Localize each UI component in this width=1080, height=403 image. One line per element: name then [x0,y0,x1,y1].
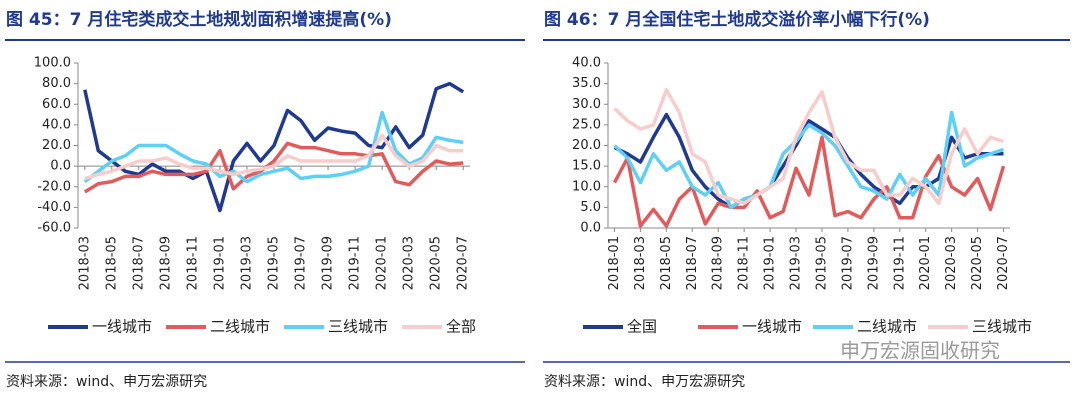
x-tick-label: 2018-05 [659,236,674,290]
y-tick-label: 0.0 [50,159,71,174]
x-tick-label: 2019-05 [814,236,829,290]
x-tick-label: 2018-03 [633,236,648,290]
legend-label: 一线城市 [92,318,152,336]
y-tick-label: 0.0 [580,221,601,236]
x-tick-label: 2019-07 [294,236,309,290]
x-tick-label: 2020-03 [402,236,417,290]
x-tick-label: 2019-01 [212,236,227,290]
y-tick-label: 25.0 [572,117,601,132]
x-tick-label: 2020-01 [375,236,390,290]
y-tick-label: 80.0 [42,76,71,91]
x-tick-label: 2020-07 [996,236,1011,290]
y-tick-label: 20.0 [572,138,601,153]
y-tick-label: 60.0 [42,97,71,112]
x-tick-label: 2019-11 [348,236,363,290]
x-tick-label: 2019-03 [789,236,804,290]
y-tick-label: 30.0 [572,97,601,112]
x-tick-label: 2020-01 [918,236,933,290]
series-line [612,135,1006,228]
x-tick-label: 2020-05 [970,236,985,290]
chart-title: 图 45：7 月住宅类成交土地规划面积增速提高(%) [6,9,392,30]
x-tick-label: 2018-11 [737,236,752,290]
legend-label: 三线城市 [972,318,1032,336]
y-tick-label: 35.0 [572,76,601,91]
x-tick-label: 2018-05 [104,236,119,290]
watermark: 申万宏源固收研究 [840,339,1000,363]
x-tick-label: 2018-11 [185,236,200,290]
series-line [83,141,464,194]
series-line [83,110,464,184]
x-tick-label: 2020-07 [456,236,471,290]
x-tick-label: 2019-09 [866,236,881,290]
series-line [613,110,1005,210]
legend-label: 一线城市 [742,318,802,336]
series-line [84,133,464,181]
legend-label: 二线城市 [210,318,270,336]
x-tick-label: 2018-07 [131,236,146,290]
x-tick-label: 2020-03 [944,236,959,290]
x-tick-label: 2020-05 [429,236,444,290]
chart-title: 图 46：7 月全国住宅土地成交溢价率小幅下行(%) [544,9,930,30]
legend-label: 全国 [627,318,657,336]
legend-label: 二线城市 [857,318,917,336]
x-tick-label: 2019-05 [267,236,282,290]
x-tick-label: 2018-09 [158,236,173,290]
x-tick-label: 2018-03 [77,236,92,290]
y-tick-label: 20.0 [42,138,71,153]
x-tick-label: 2019-01 [763,236,778,290]
y-tick-label: 10.0 [572,179,601,194]
y-tick-label: 5.0 [580,200,601,215]
source: 资料来源：wind、申万宏源研究 [6,374,207,390]
y-tick-label: 15.0 [572,159,601,174]
series-line [613,88,1005,206]
source: 资料来源：wind、申万宏源研究 [544,374,745,390]
y-tick-label: 40.0 [42,117,71,132]
legend-label: 全部 [446,318,476,336]
x-tick-label: 2018-07 [685,236,700,290]
x-tick-label: 2019-03 [239,236,254,290]
x-tick-label: 2019-09 [321,236,336,290]
legend-label: 三线城市 [328,318,388,336]
x-tick-label: 2019-11 [892,236,907,290]
x-tick-label: 2018-01 [607,236,622,290]
y-tick-label: -60.0 [37,221,71,236]
y-tick-label: -20.0 [37,179,71,194]
y-tick-label: 100.0 [34,56,71,71]
series-line [613,112,1004,210]
series-line [83,81,465,213]
x-tick-label: 2019-07 [840,236,855,290]
y-tick-label: -40.0 [37,200,71,215]
y-tick-label: 40.0 [572,56,601,71]
x-tick-label: 2018-09 [711,236,726,290]
